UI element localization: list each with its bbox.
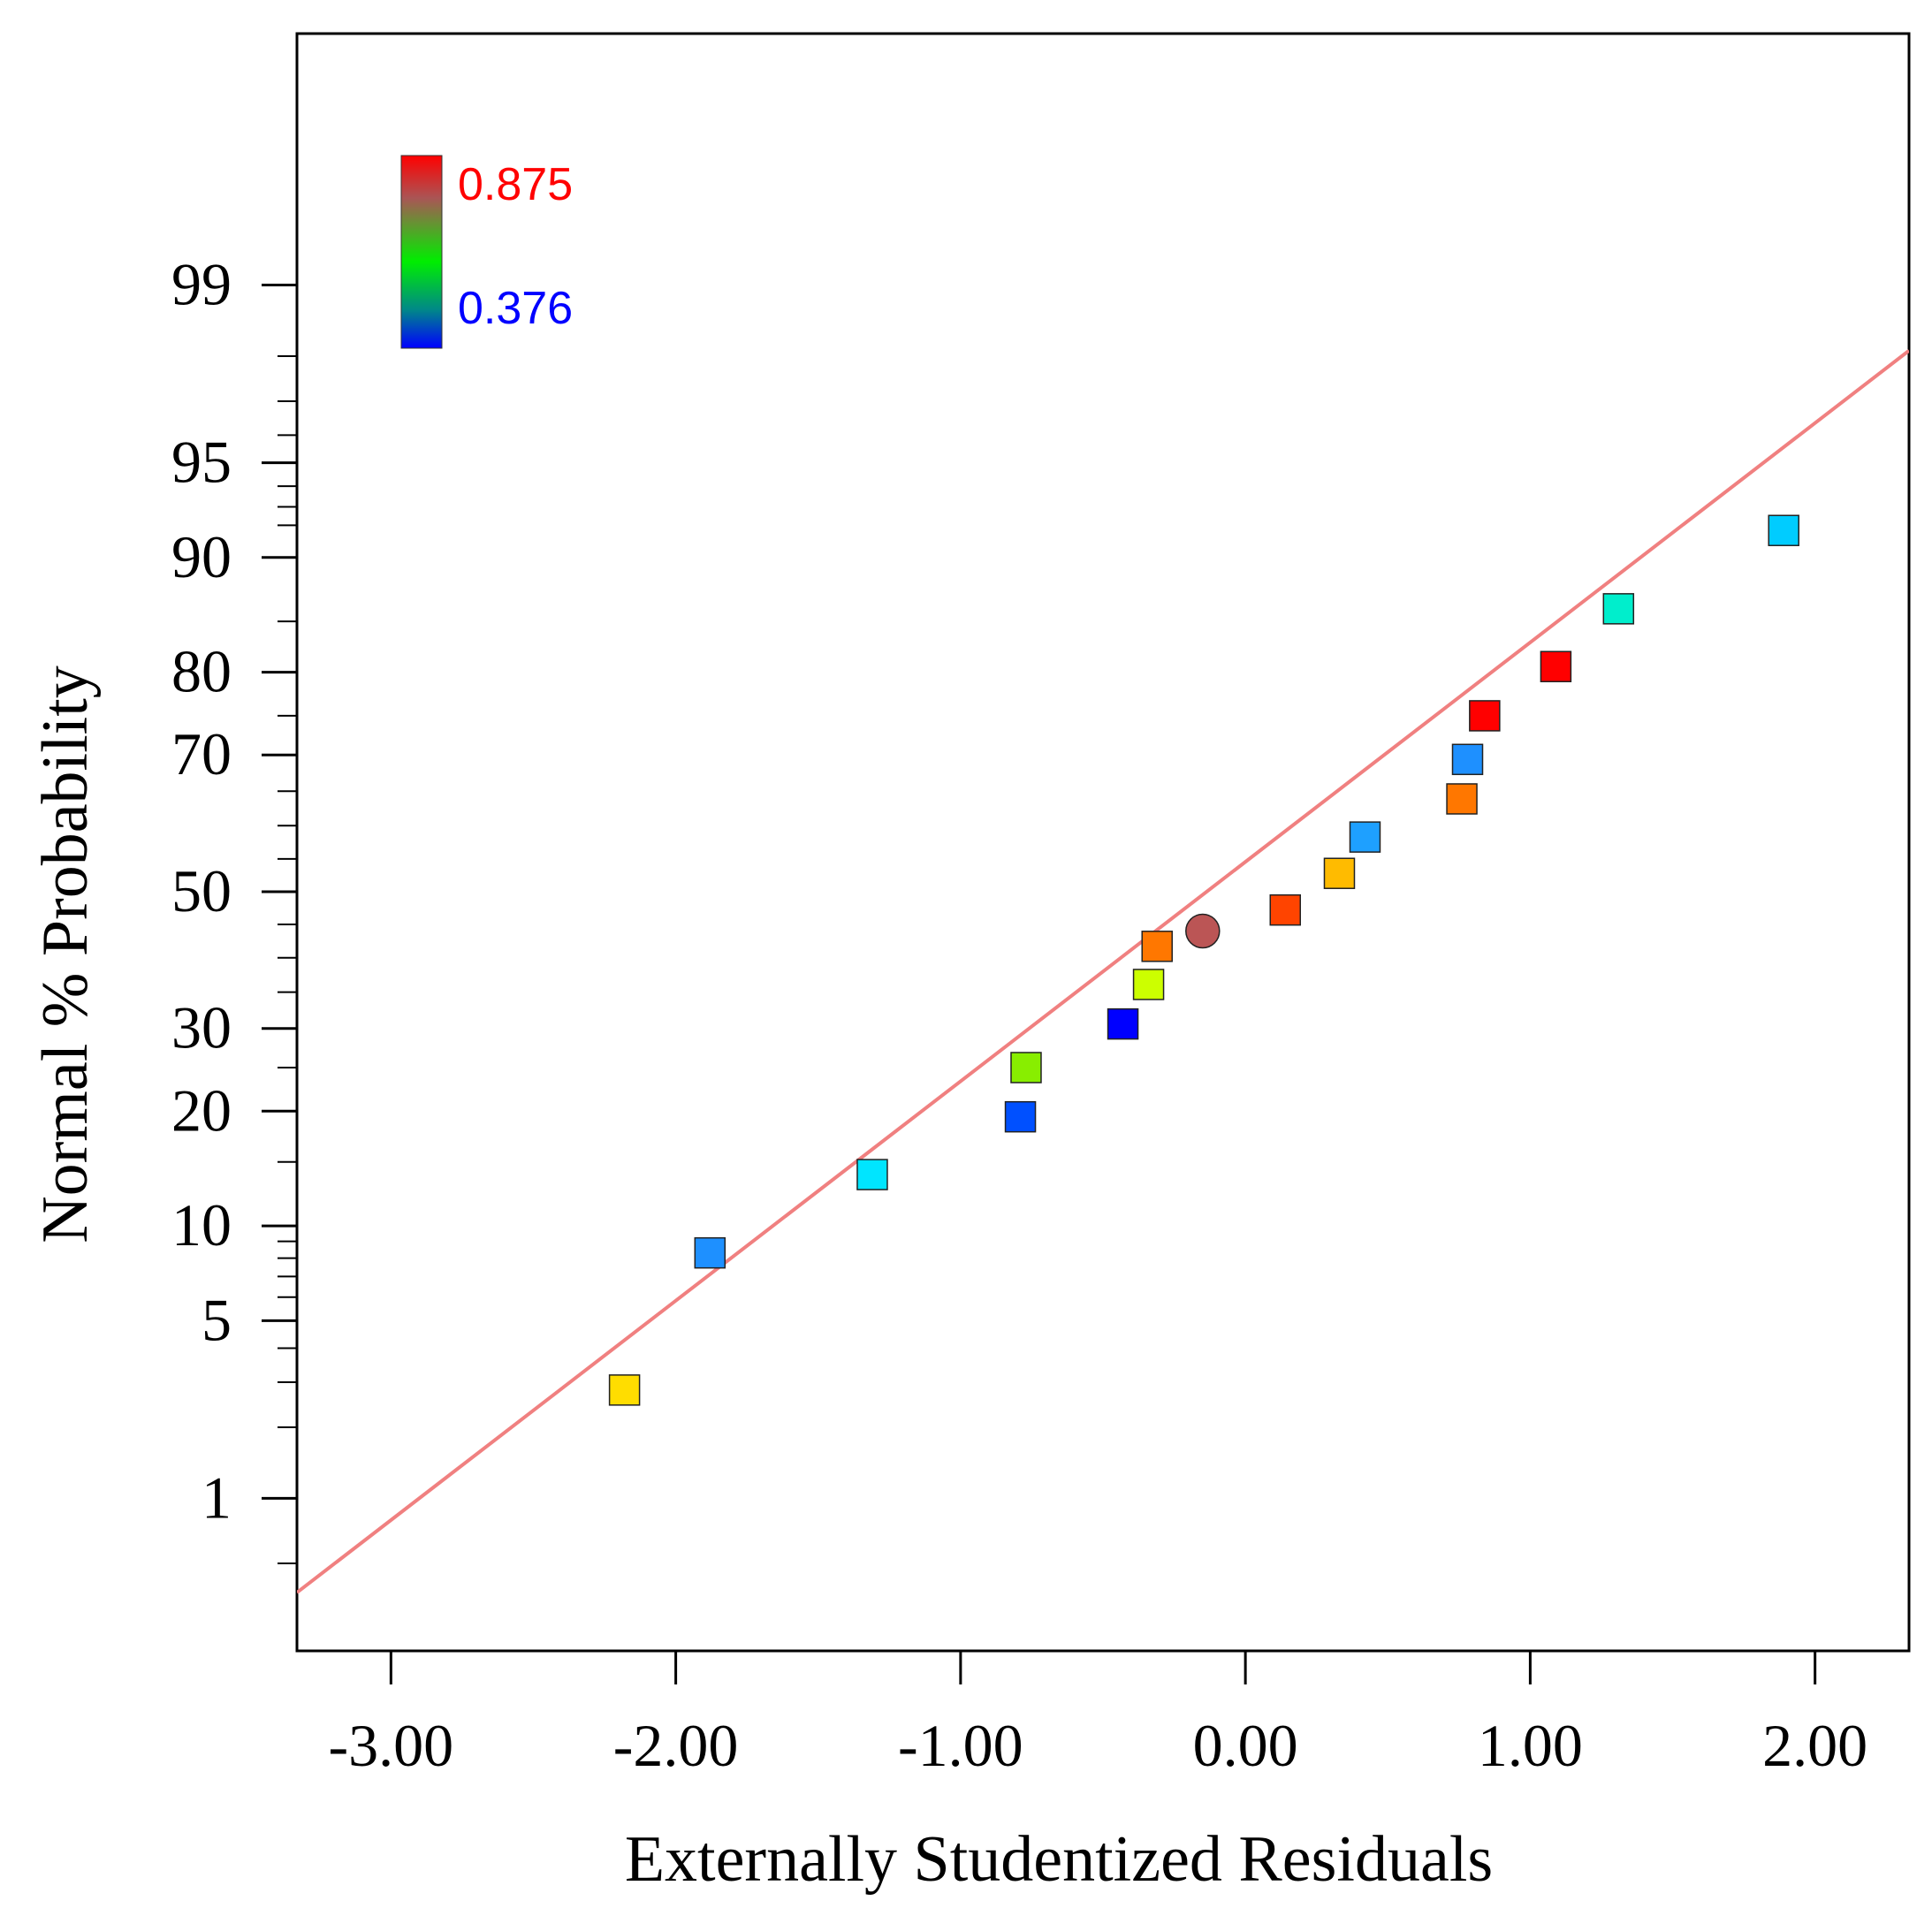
data-point-square <box>1004 1100 1037 1133</box>
x-axis-label: Externally Studentized Residuals <box>625 1823 1493 1896</box>
data-point-circle <box>1185 913 1221 949</box>
color-scale-min-label: 0.376 <box>458 283 573 334</box>
x-tick-label: -2.00 <box>613 1712 739 1779</box>
data-point-square <box>1132 969 1165 1000</box>
y-tick-label: 20 <box>171 1076 232 1144</box>
data-point-square <box>1540 650 1572 682</box>
y-axis-ticks: 1 5 10 20 30 50 70 80 90 95 99 <box>171 251 297 1565</box>
color-scale-max-label: 0.875 <box>458 159 573 210</box>
data-point-square <box>1269 893 1301 926</box>
y-tick-label: 99 <box>171 251 232 318</box>
y-tick-label: 5 <box>202 1286 232 1353</box>
data-point-square <box>1469 700 1501 732</box>
y-tick-label: 1 <box>202 1464 232 1531</box>
x-tick-label: -3.00 <box>329 1712 454 1779</box>
y-tick-label: 95 <box>171 429 232 496</box>
data-point-square <box>608 1374 641 1406</box>
fit-line <box>297 349 1909 1594</box>
data-point-square <box>1349 821 1381 853</box>
data-point-square <box>1602 593 1635 625</box>
y-tick-label: 90 <box>171 523 232 590</box>
x-tick-label: 2.00 <box>1762 1712 1867 1779</box>
y-tick-label: 80 <box>171 638 232 705</box>
color-scale-bar <box>400 155 443 349</box>
x-tick-label: -1.00 <box>898 1712 1023 1779</box>
y-tick-label: 50 <box>171 857 232 924</box>
color-scale-legend: 0.875 0.376 <box>400 155 573 349</box>
data-point-square <box>1446 783 1478 815</box>
x-tick-label: 0.00 <box>1193 1712 1298 1779</box>
data-point-square <box>1451 743 1484 776</box>
data-point-square <box>1323 857 1356 889</box>
data-point-square <box>1010 1052 1042 1083</box>
data-points <box>608 514 1799 1406</box>
y-tick-label: 30 <box>171 994 232 1061</box>
data-point-square <box>1768 514 1799 546</box>
y-tick-label: 10 <box>171 1191 232 1258</box>
fit-line-group <box>297 349 1909 1594</box>
data-point-square <box>694 1236 726 1269</box>
data-point-square <box>1141 931 1173 962</box>
data-point-square <box>856 1159 888 1190</box>
x-axis-ticks: -3.00 -2.00 -1.00 0.00 1.00 2.00 <box>329 1651 1867 1779</box>
y-tick-label: 70 <box>171 720 232 787</box>
data-point-square <box>1107 1007 1139 1040</box>
y-axis-label: Normal % Probability <box>29 665 102 1243</box>
plot-frame <box>295 32 1911 1653</box>
x-tick-label: 1.00 <box>1478 1712 1583 1779</box>
